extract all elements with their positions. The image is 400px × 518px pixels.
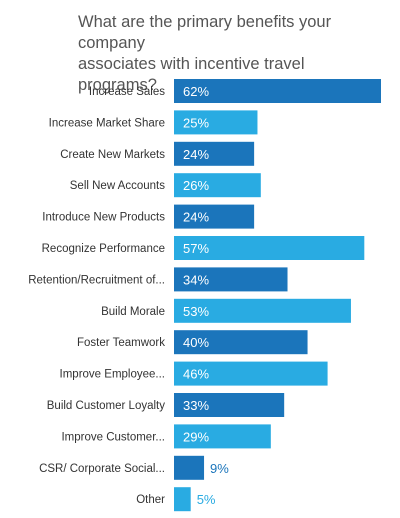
data-label: 46% — [183, 367, 209, 382]
bar — [174, 487, 191, 512]
category-label: Foster Teamwork — [77, 337, 165, 349]
data-label: 62% — [183, 84, 209, 99]
bar — [174, 110, 258, 135]
bar — [174, 204, 255, 229]
bar — [174, 236, 365, 260]
category-label: Other — [136, 494, 165, 506]
data-label: 57% — [183, 241, 209, 256]
category-label: Build Morale — [101, 306, 165, 318]
category-label: CSR/ Corporate Social... — [39, 463, 165, 475]
category-label: Retention/Recruitment of... — [28, 274, 165, 286]
bar — [174, 393, 285, 417]
category-label: Improve Customer... — [61, 431, 165, 443]
data-label: 29% — [183, 429, 209, 444]
category-label: Improve Employee... — [60, 369, 165, 381]
bar — [174, 455, 205, 480]
chart-title: What are the primary benefits your compa… — [78, 13, 332, 94]
data-label: 5% — [197, 492, 216, 507]
category-label: Introduce New Products — [42, 212, 165, 224]
data-label: 24% — [183, 210, 209, 225]
category-label: Build Customer Loyalty — [47, 400, 165, 412]
data-label: 33% — [183, 398, 209, 413]
category-label: Sell New Accounts — [70, 180, 165, 192]
bar — [174, 298, 351, 323]
data-label: 34% — [183, 272, 209, 287]
bar — [174, 330, 308, 355]
bar — [174, 267, 288, 292]
bar — [174, 173, 261, 198]
category-label: Create New Markets — [60, 149, 165, 161]
data-label: 26% — [183, 178, 209, 193]
bar — [174, 361, 328, 386]
data-label: 24% — [183, 147, 209, 162]
category-label: Increase Sales — [89, 86, 165, 98]
bar — [174, 424, 271, 449]
category-label: Recognize Performance — [42, 243, 165, 255]
category-label: Increase Market Share — [49, 117, 165, 129]
bar — [174, 141, 255, 166]
data-label: 53% — [183, 304, 209, 319]
bar — [174, 79, 381, 103]
data-label: 40% — [183, 335, 209, 350]
data-label: 25% — [183, 115, 209, 130]
data-label: 9% — [210, 461, 229, 476]
